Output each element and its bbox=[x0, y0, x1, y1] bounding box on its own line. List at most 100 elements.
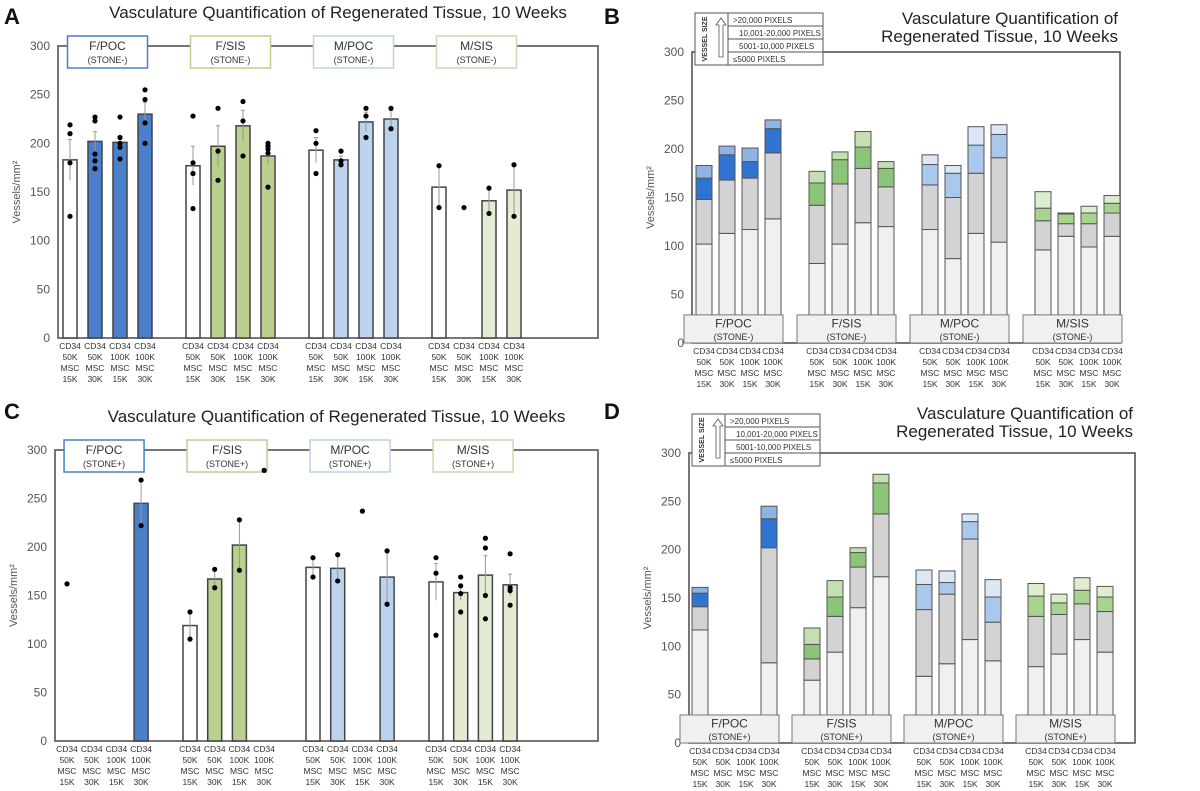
bar bbox=[358, 121, 374, 339]
x-tick-label-line: MSC bbox=[307, 363, 326, 373]
x-tick-label-line: 15K bbox=[922, 379, 937, 389]
data-point bbox=[187, 609, 193, 615]
data-point bbox=[92, 158, 98, 164]
y-tick-label: 250 bbox=[664, 94, 684, 108]
x-tick-label-line: 100K bbox=[377, 755, 397, 765]
x-tick-label-line: MSC bbox=[764, 368, 783, 378]
x-tick-label-line: 30K bbox=[503, 777, 518, 787]
group-subtitle: (STONE-) bbox=[940, 332, 980, 342]
x-tick-label: CD34 100K MSC 30K bbox=[982, 746, 1004, 789]
x-tick-label-line: MSC bbox=[505, 363, 524, 373]
data-point bbox=[190, 205, 196, 212]
legend-entry: 5001-10,000 PIXELS bbox=[736, 443, 811, 452]
x-tick-label-line: MSC bbox=[826, 768, 845, 778]
data-point bbox=[363, 113, 369, 119]
x-tick-label-line: 100K bbox=[763, 357, 783, 367]
x-tick-label-line: 30K bbox=[827, 779, 842, 789]
bar-segment-3 bbox=[967, 144, 985, 174]
data-point bbox=[507, 588, 513, 594]
x-tick-label-line: 50K bbox=[1035, 357, 1050, 367]
x-tick-label: CD34 50K MSC 30K bbox=[330, 341, 352, 384]
x-tick-label-line: CD34 bbox=[1101, 346, 1123, 356]
arrow-up-icon bbox=[715, 17, 727, 58]
x-tick-label-line: 50K bbox=[305, 755, 320, 765]
data-point bbox=[265, 150, 271, 156]
x-tick-label-line: 100K bbox=[871, 757, 891, 767]
bar-segment-2 bbox=[1050, 613, 1068, 655]
x-tick-label-line: MSC bbox=[58, 766, 77, 776]
legend-entry: 5001-10,000 PIXELS bbox=[739, 42, 814, 51]
group-label-box bbox=[903, 714, 1004, 744]
data-point bbox=[436, 163, 442, 169]
data-point bbox=[433, 555, 439, 561]
x-tick-label: CD34 100K MSC 15K bbox=[1078, 346, 1100, 389]
x-tick-label-line: MSC bbox=[1027, 768, 1046, 778]
bar-segment-3 bbox=[826, 596, 844, 617]
x-tick-label-line: MSC bbox=[451, 766, 470, 776]
x-tick-label: CD34 50K MSC 30K bbox=[829, 346, 851, 389]
x-tick-label: CD34 100K MSC 30K bbox=[758, 746, 780, 789]
x-tick-label-line: 50K bbox=[59, 755, 74, 765]
panel-a: A 0 50 100 150 200 250 300 Vessels/mm² Vasculatur… bbox=[4, 3, 599, 384]
data-point bbox=[117, 114, 123, 120]
group-name: F/SIS bbox=[212, 443, 242, 457]
data-point bbox=[92, 114, 98, 120]
y-tick-label: 200 bbox=[30, 136, 50, 150]
x-tick-label: CD34 100K MSC 30K bbox=[253, 744, 275, 787]
data-point bbox=[142, 87, 148, 93]
x-tick-label: CD34 50K MSC 15K bbox=[182, 341, 204, 384]
x-tick-label-line: 15K bbox=[804, 779, 819, 789]
data-point bbox=[338, 158, 344, 164]
x-tick-label: CD34 100K MSC 30K bbox=[257, 341, 279, 384]
x-tick-label-line: 15K bbox=[855, 379, 870, 389]
data-point bbox=[236, 567, 242, 573]
x-tick-label-line: MSC bbox=[82, 766, 101, 776]
x-tick-label-line: MSC bbox=[501, 766, 520, 776]
x-tick-label-line: 50K bbox=[84, 755, 99, 765]
x-tick-label-line: CD34 bbox=[179, 744, 201, 754]
data-point bbox=[67, 122, 73, 128]
data-point bbox=[384, 601, 390, 607]
x-tick-label-line: 50K bbox=[330, 755, 345, 765]
x-tick-label: CD34 50K MSC 30K bbox=[327, 744, 349, 787]
data-point bbox=[142, 96, 148, 103]
bar-segment-3 bbox=[961, 521, 979, 540]
y-tick-label: 50 bbox=[34, 686, 48, 700]
x-tick-label-line: CD34 bbox=[762, 346, 784, 356]
y-tick-label: 0 bbox=[43, 331, 50, 345]
group-header-box bbox=[66, 35, 149, 69]
data-point bbox=[310, 555, 316, 561]
y-tick-label: 250 bbox=[27, 492, 47, 506]
data-point bbox=[67, 131, 73, 137]
panel-label: B bbox=[604, 4, 620, 29]
bar-segment-2 bbox=[1080, 223, 1098, 248]
group-header-box bbox=[63, 439, 145, 473]
data-point bbox=[313, 170, 319, 177]
bar-segment-3 bbox=[1057, 213, 1075, 225]
y-tick-label: 50 bbox=[668, 688, 682, 702]
x-tick-label-line: MSC bbox=[1050, 768, 1069, 778]
x-tick-label-line: 15K bbox=[962, 779, 977, 789]
x-tick-label-line: 50K bbox=[308, 352, 323, 362]
bar-segment-2 bbox=[854, 167, 872, 224]
x-tick-label-line: 100K bbox=[848, 757, 868, 767]
x-tick-label: CD34 100K MSC 15K bbox=[852, 346, 874, 389]
y-tick-label: 150 bbox=[27, 589, 47, 603]
panel-d: D 0 50 100 150 200 250 300 Vessels/mm² Vasculatur… bbox=[604, 399, 1136, 789]
group-name: F/POC bbox=[89, 39, 126, 53]
x-tick-label-line: CD34 bbox=[106, 744, 128, 754]
x-tick-label-line: 50K bbox=[1028, 757, 1043, 767]
bar bbox=[260, 155, 276, 339]
x-tick-label-line: 100K bbox=[759, 757, 779, 767]
x-tick-label-line: 100K bbox=[736, 757, 756, 767]
x-tick-label-line: MSC bbox=[427, 766, 446, 776]
group-label-box bbox=[679, 714, 780, 744]
x-tick-label-line: CD34 bbox=[1055, 346, 1077, 356]
x-tick-label-line: MSC bbox=[111, 363, 130, 373]
group-name: M/SIS bbox=[457, 443, 490, 457]
x-tick-label-line: 15K bbox=[738, 779, 753, 789]
x-tick-label-line: 50K bbox=[210, 352, 225, 362]
bar bbox=[452, 591, 469, 742]
group-name: F/POC bbox=[711, 717, 748, 731]
x-tick-label-line: 30K bbox=[330, 777, 345, 787]
